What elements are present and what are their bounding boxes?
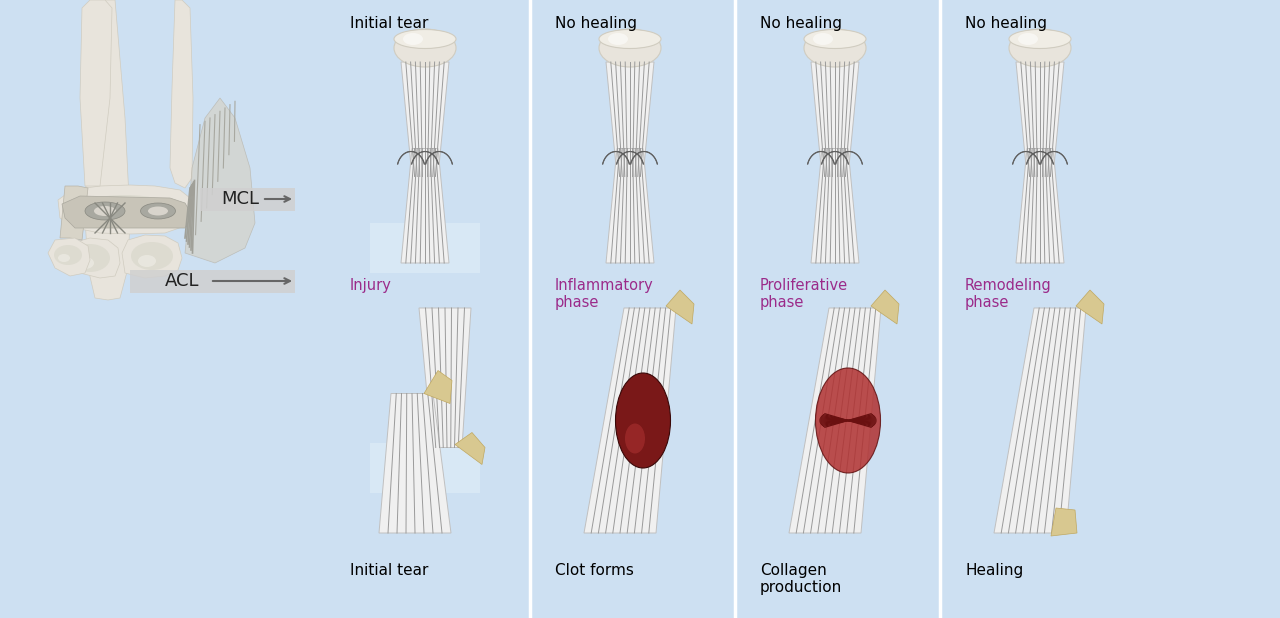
Polygon shape: [1016, 62, 1064, 177]
Ellipse shape: [394, 29, 456, 67]
Ellipse shape: [54, 245, 82, 265]
Polygon shape: [584, 308, 676, 533]
Polygon shape: [61, 196, 192, 228]
Polygon shape: [379, 394, 451, 533]
Polygon shape: [812, 62, 859, 177]
Text: Healing: Healing: [965, 563, 1023, 578]
Polygon shape: [49, 238, 90, 276]
Ellipse shape: [93, 206, 116, 216]
Ellipse shape: [76, 257, 93, 269]
Polygon shape: [0, 0, 294, 618]
Polygon shape: [131, 270, 294, 293]
Text: Proliferative
phase: Proliferative phase: [760, 278, 849, 310]
Text: MCL: MCL: [221, 190, 259, 208]
Text: Initial tear: Initial tear: [349, 16, 429, 31]
Ellipse shape: [148, 206, 168, 216]
Polygon shape: [424, 371, 452, 404]
FancyBboxPatch shape: [370, 223, 480, 273]
Polygon shape: [605, 148, 654, 263]
Ellipse shape: [131, 242, 173, 270]
Text: No healing: No healing: [965, 16, 1047, 31]
Polygon shape: [1076, 290, 1103, 324]
Ellipse shape: [1009, 29, 1071, 67]
Polygon shape: [61, 238, 120, 278]
Ellipse shape: [97, 206, 142, 220]
Ellipse shape: [58, 254, 70, 262]
Ellipse shape: [403, 33, 422, 45]
Polygon shape: [454, 433, 485, 465]
Polygon shape: [419, 308, 471, 447]
Text: Inflammatory
phase: Inflammatory phase: [556, 278, 654, 310]
Text: ACL: ACL: [165, 272, 200, 290]
Polygon shape: [995, 308, 1085, 533]
Ellipse shape: [608, 33, 628, 45]
Ellipse shape: [141, 203, 175, 219]
Ellipse shape: [599, 30, 660, 48]
Polygon shape: [294, 0, 1280, 618]
Text: Initial tear: Initial tear: [349, 563, 429, 578]
Ellipse shape: [813, 33, 833, 45]
Text: No healing: No healing: [556, 16, 637, 31]
Polygon shape: [5, 8, 294, 608]
Ellipse shape: [70, 244, 110, 272]
Polygon shape: [788, 308, 881, 533]
Ellipse shape: [1018, 33, 1038, 45]
Polygon shape: [605, 62, 654, 177]
Polygon shape: [401, 62, 449, 177]
Polygon shape: [60, 186, 88, 240]
Ellipse shape: [394, 30, 456, 48]
Polygon shape: [870, 290, 899, 324]
Ellipse shape: [815, 368, 881, 473]
Polygon shape: [81, 0, 113, 186]
Ellipse shape: [599, 29, 660, 67]
Polygon shape: [186, 98, 255, 263]
Polygon shape: [122, 235, 182, 278]
Polygon shape: [401, 148, 449, 263]
Polygon shape: [200, 188, 294, 211]
Polygon shape: [1016, 148, 1064, 263]
Text: Clot forms: Clot forms: [556, 563, 634, 578]
Text: No healing: No healing: [760, 16, 842, 31]
Ellipse shape: [1009, 30, 1071, 48]
Text: Remodeling
phase: Remodeling phase: [965, 278, 1052, 310]
Ellipse shape: [84, 202, 125, 220]
Text: Collagen
production: Collagen production: [760, 563, 842, 595]
Ellipse shape: [76, 195, 175, 225]
Polygon shape: [170, 0, 193, 188]
Ellipse shape: [804, 30, 867, 48]
FancyBboxPatch shape: [370, 443, 480, 493]
Polygon shape: [812, 148, 859, 263]
Polygon shape: [84, 0, 131, 300]
Polygon shape: [58, 185, 192, 234]
Text: Injury: Injury: [349, 278, 392, 293]
Ellipse shape: [138, 255, 156, 267]
Ellipse shape: [625, 423, 645, 454]
Polygon shape: [666, 290, 694, 324]
Polygon shape: [1051, 508, 1076, 536]
Ellipse shape: [804, 29, 867, 67]
Ellipse shape: [616, 373, 671, 468]
